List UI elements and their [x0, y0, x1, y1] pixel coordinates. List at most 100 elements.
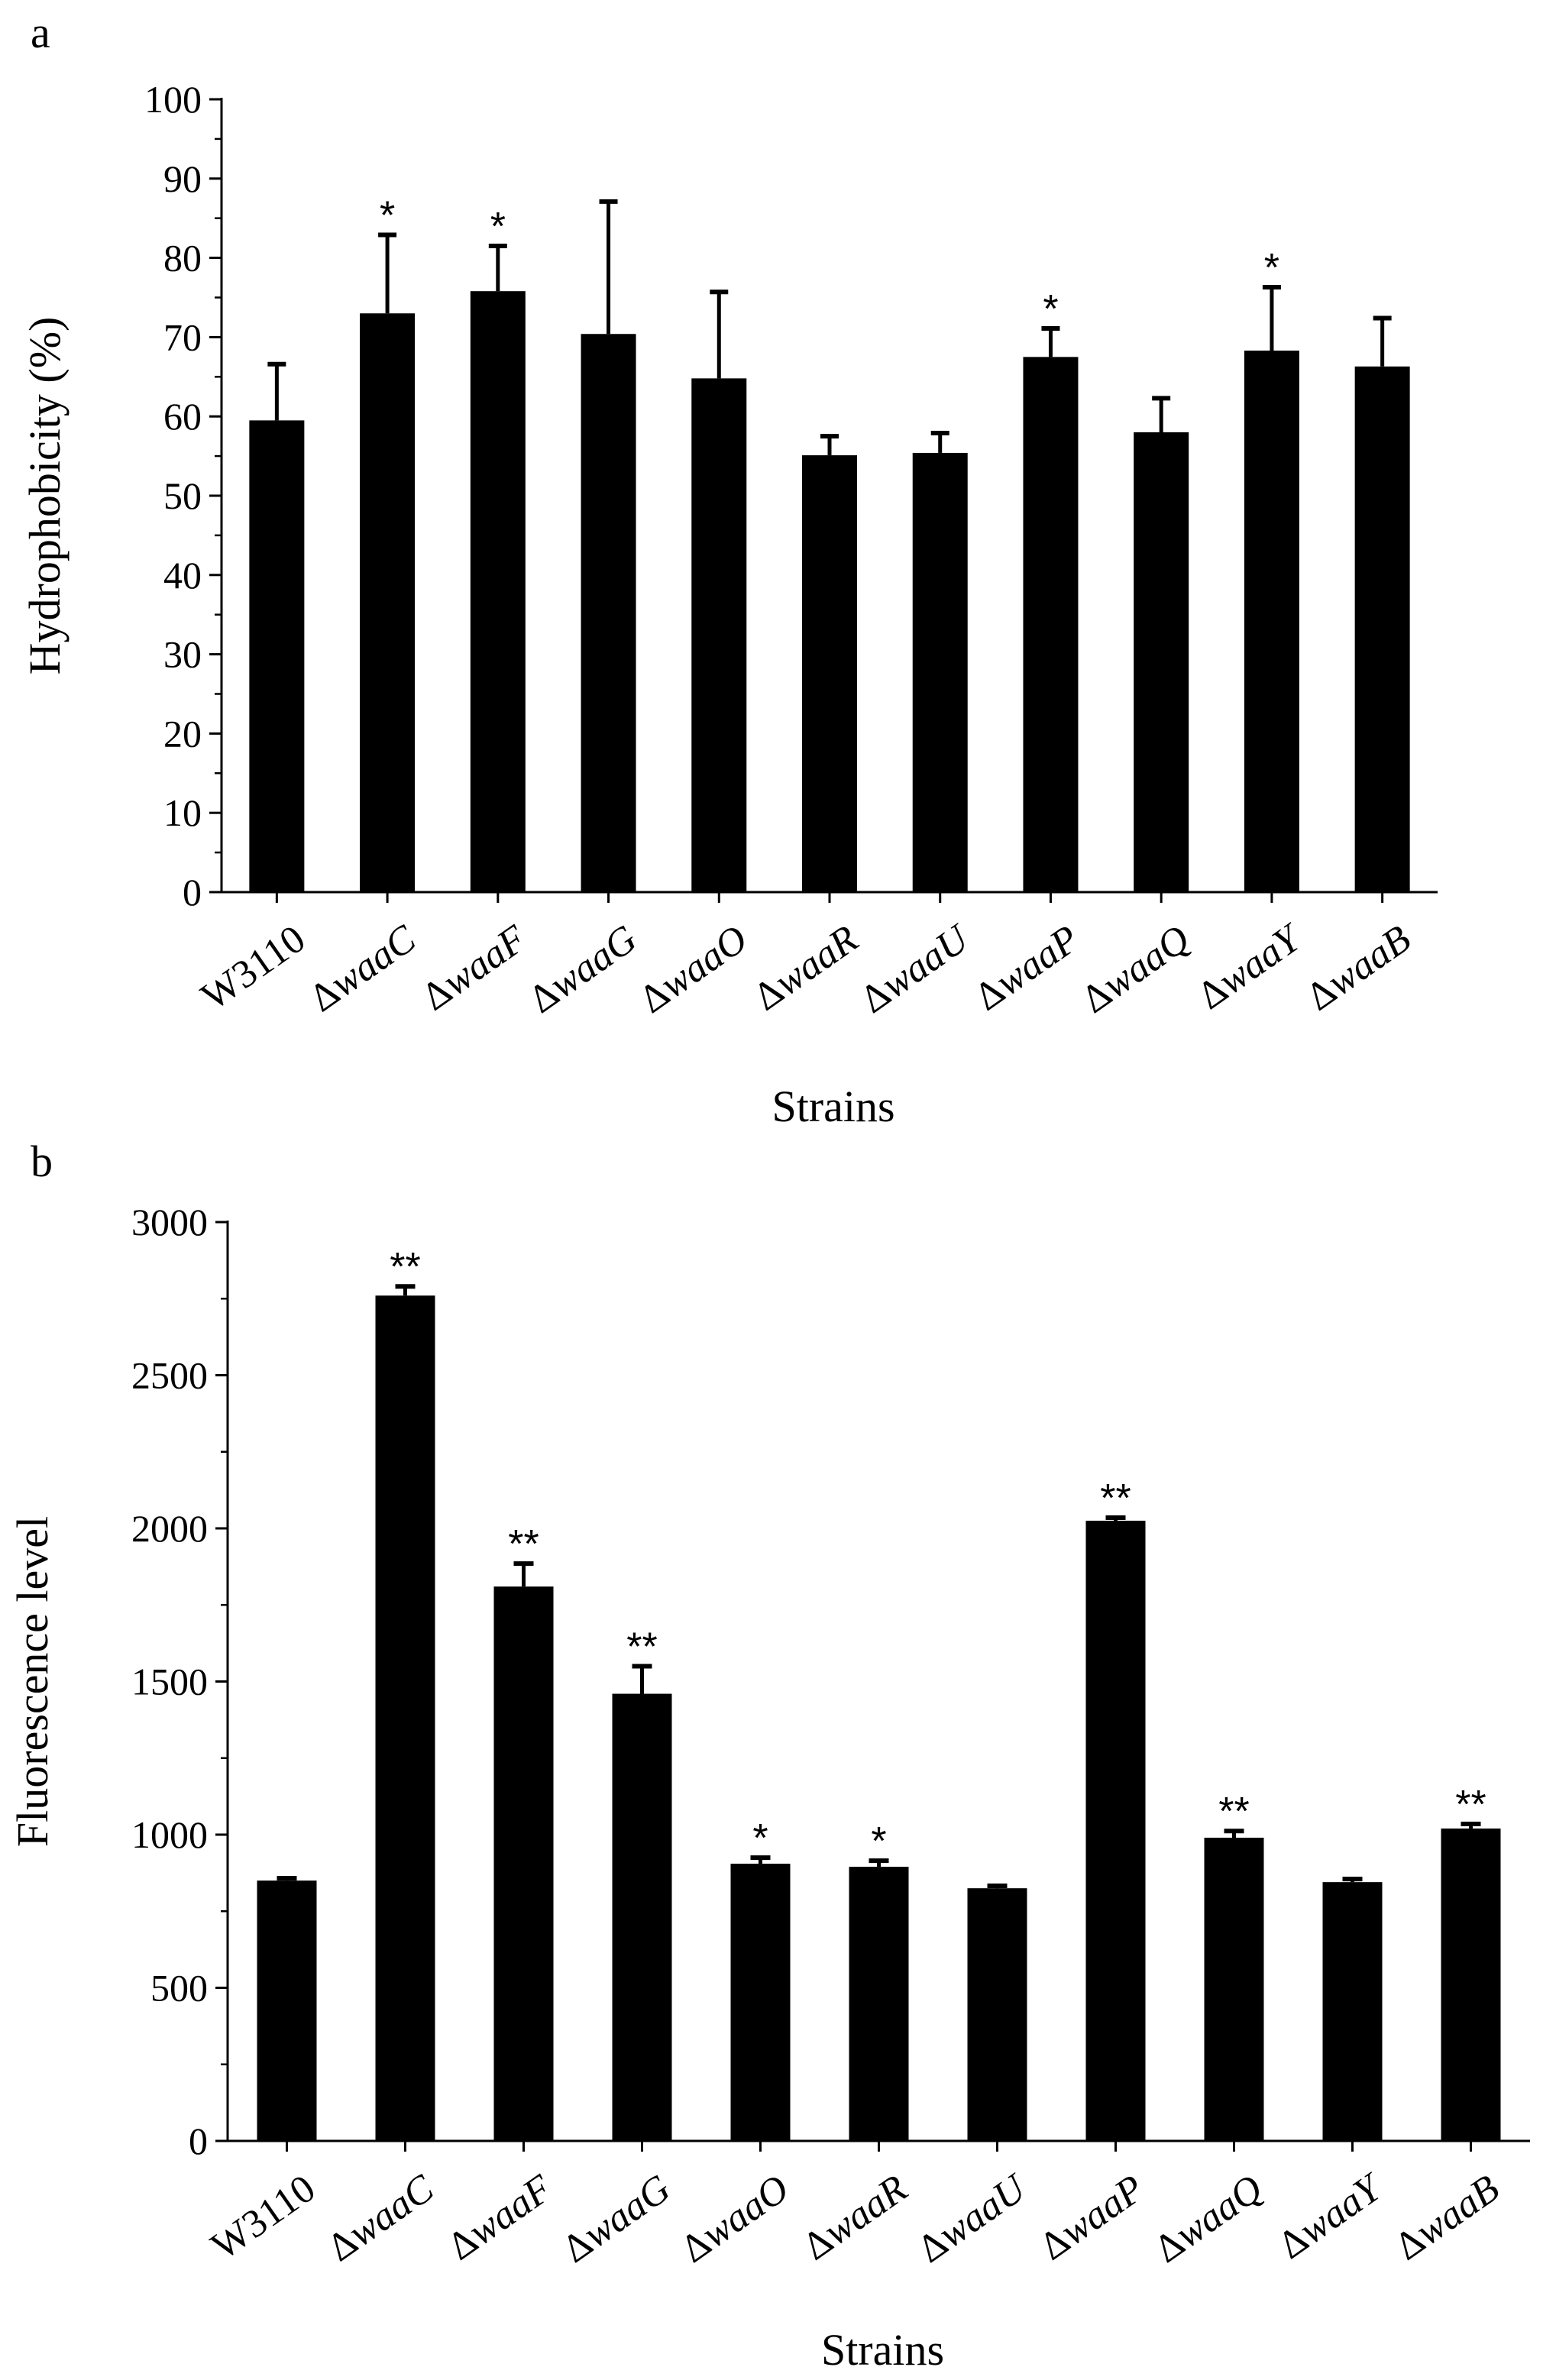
bar-waaC: [375, 1295, 435, 2141]
significance-marker: **: [1455, 1783, 1486, 1827]
x-category-name: waaF: [461, 2166, 561, 2254]
x-category-name: waaP: [988, 917, 1087, 1005]
bar-W3110: [249, 420, 305, 892]
x-category-label: ΔwaaR: [746, 917, 865, 1020]
significance-marker: **: [508, 1522, 539, 1567]
x-category-label: ΔwaaP: [1032, 2167, 1152, 2269]
bar-waaF: [493, 1586, 554, 2141]
bar-waaG: [581, 334, 636, 892]
x-category-name: waaQ: [1168, 2167, 1270, 2257]
x-category-name: waaY: [1211, 915, 1312, 1004]
x-category-name: waaO: [652, 917, 755, 1007]
x-category-label: ΔwaaC: [302, 917, 425, 1020]
x-category-name: waaP: [1053, 2167, 1152, 2255]
y-tick-label: 50: [163, 474, 202, 517]
x-category-name: waaG: [576, 2167, 678, 2257]
x-category-name: waaY: [1292, 2165, 1393, 2253]
y-axis-title: Hydrophobicity (%): [20, 317, 70, 675]
bar-waaF: [470, 291, 526, 892]
x-category-label: ΔwaaU: [910, 2165, 1036, 2272]
x-category-label: ΔwaaB: [1387, 2167, 1507, 2269]
x-category-name: waaQ: [1095, 917, 1197, 1007]
x-category-label: ΔwaaG: [521, 917, 645, 1022]
x-category-label: W3110: [204, 2167, 324, 2268]
bar-waaU: [967, 1888, 1027, 2141]
x-category-label: ΔwaaU: [852, 916, 979, 1022]
x-category-label: ΔwaaY: [1190, 915, 1312, 1018]
y-axis-title: Fluorescence level: [8, 1516, 57, 1847]
significance-marker: *: [871, 1819, 886, 1864]
significance-marker: **: [390, 1245, 420, 1289]
bar-waaQ: [1204, 1838, 1264, 2141]
bar-W3110: [257, 1880, 317, 2141]
x-axis-title: Strains: [772, 1082, 894, 1131]
x-category-name: waaC: [323, 917, 425, 1006]
y-tick-label: 1500: [131, 1661, 208, 1703]
significance-marker: **: [1218, 1790, 1249, 1834]
x-category-name: W3110: [193, 917, 313, 1019]
x-category-name: waaG: [542, 917, 645, 1007]
bar-waaB: [1354, 366, 1410, 892]
x-category-label: ΔwaaF: [414, 917, 535, 1020]
x-category-name: waaR: [816, 2167, 915, 2255]
bar-waaR: [802, 455, 857, 892]
x-category-label: ΔwaaG: [555, 2167, 678, 2272]
y-tick-label: 2000: [131, 1507, 208, 1550]
bar-waaP: [1085, 1520, 1146, 2141]
bar-waaR: [849, 1867, 909, 2141]
bar-waaC: [360, 313, 416, 892]
y-tick-label: 30: [163, 633, 202, 676]
x-category-label: ΔwaaQ: [1074, 917, 1198, 1022]
chart-panel-a: a 0 10 20 30 40 50 60 70 80 90 100 W3110 * ΔwaaC * ΔwaaF…: [20, 8, 1438, 1131]
y-tick-label: 3000: [131, 1201, 208, 1243]
x-category-name: W3110: [204, 2167, 324, 2268]
chart-panel-b: b050010001500200025003000W3110**ΔwaaC**Δ…: [8, 1137, 1530, 2375]
y-tick-label: 90: [163, 157, 202, 200]
y-tick-label: 0: [183, 871, 202, 914]
bar-waaQ: [1134, 432, 1189, 892]
y-tick-label: 10: [163, 791, 202, 834]
y-tick-label: 100: [144, 78, 202, 121]
x-category-name: waaC: [341, 2166, 442, 2256]
bar-waaY: [1322, 1882, 1383, 2141]
x-category-label: ΔwaaC: [320, 2166, 443, 2270]
y-tick-label: 40: [163, 554, 202, 597]
y-tick-label: 20: [163, 712, 202, 755]
significance-marker: *: [490, 205, 506, 249]
x-category-label: ΔwaaR: [795, 2167, 915, 2269]
x-category-name: waaU: [874, 916, 979, 1007]
significance-marker: *: [752, 1816, 768, 1861]
x-category-label: ΔwaaQ: [1147, 2167, 1270, 2272]
x-category-label: ΔwaaB: [1299, 917, 1419, 1020]
bar-waaP: [1023, 357, 1079, 893]
x-category-name: waaB: [1319, 917, 1419, 1005]
x-category-name: waaB: [1408, 2167, 1507, 2255]
x-category-label: ΔwaaP: [967, 917, 1087, 1020]
x-category-name: waaF: [435, 917, 535, 1004]
y-tick-label: 500: [150, 1967, 208, 2010]
x-category-label: W3110: [193, 917, 313, 1019]
bar-waaY: [1244, 351, 1299, 892]
significance-marker: **: [626, 1625, 657, 1669]
x-category-name: waaR: [767, 917, 866, 1005]
x-category-name: waaO: [694, 2167, 797, 2257]
x-category-label: ΔwaaF: [440, 2166, 561, 2269]
y-tick-label: 60: [163, 395, 202, 438]
bar-waaU: [912, 452, 968, 892]
x-category-label: ΔwaaY: [1270, 2165, 1392, 2268]
panel-label: a: [31, 8, 50, 57]
bar-waaO: [730, 1864, 791, 2141]
y-tick-label: 0: [189, 2120, 208, 2162]
y-tick-label: 1000: [131, 1813, 208, 1856]
bar-waaG: [612, 1693, 672, 2141]
y-tick-label: 2500: [131, 1354, 208, 1397]
panel-label: b: [31, 1137, 53, 1186]
significance-marker: *: [380, 193, 395, 238]
x-category-label: ΔwaaO: [632, 917, 755, 1022]
significance-marker: *: [1043, 287, 1058, 331]
x-axis-title: Strains: [821, 2325, 944, 2375]
y-tick-label: 80: [163, 237, 202, 280]
x-category-name: waaU: [931, 2165, 1036, 2257]
bar-waaB: [1441, 1828, 1501, 2141]
